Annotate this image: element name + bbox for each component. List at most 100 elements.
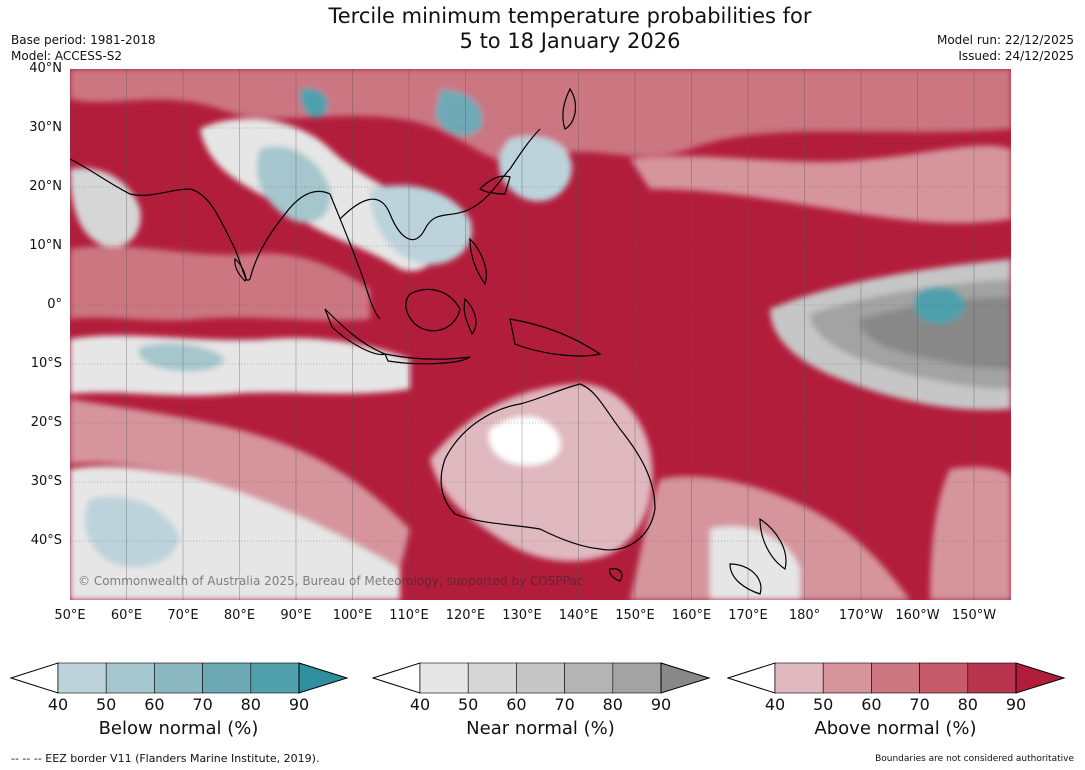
colorbar-min-extend: [372, 662, 421, 694]
colorbar-segment: [467, 662, 517, 694]
colorbar-tick-label: 80: [240, 695, 261, 714]
colorbar-segment: [919, 662, 969, 694]
base-period: Base period: 1981-2018: [11, 33, 156, 47]
longitude-label: 170°E: [728, 608, 768, 623]
north-pacific-above-zone: [630, 145, 1011, 224]
longitude-label: 170°W: [838, 608, 884, 623]
colorbar-tick-label: 40: [764, 695, 786, 714]
longitude-label: 160°W: [895, 608, 940, 623]
model-run: Model run: 22/12/2025: [936, 33, 1074, 47]
eez-border-note: -- -- -- EEZ border V11 (Flanders Marine…: [11, 752, 320, 765]
south-asia-coast: [70, 158, 331, 281]
title-line-1: Tercile minimum temperature probabilitie…: [328, 4, 812, 28]
longitude-label: 120°E: [445, 608, 486, 623]
map-title: Tercile minimum temperature probabilitie…: [270, 4, 870, 54]
colorbar-min-extend: [10, 662, 59, 694]
indian-ocean-above-zone: [70, 246, 370, 321]
indochina-below-zone: [370, 185, 472, 265]
latitude-label: 20°S: [30, 415, 62, 430]
colorbar-segment: [105, 662, 155, 694]
colorbar-segment: [202, 662, 252, 694]
colorbar-1: [372, 662, 711, 694]
south-indian-above-zone: [70, 399, 410, 569]
colorbar-max-extend: [298, 662, 349, 694]
longitude-label: 50°E: [54, 608, 86, 623]
colorbar-tick-label: 70: [192, 695, 213, 714]
tibet-below-zone: [299, 88, 329, 118]
longitude-label: 60°E: [110, 608, 143, 623]
longitude-label: 80°E: [223, 608, 256, 623]
nz-near-zone: [710, 526, 800, 600]
colorbar-segment: [564, 662, 614, 694]
longitude-label: 110°E: [389, 608, 429, 623]
colorbar-max-extend: [1015, 662, 1066, 694]
colorbar-segment: [57, 662, 107, 694]
title-line-2: 5 to 18 January 2026: [459, 29, 681, 53]
philippines-coast: [469, 237, 487, 286]
colorbar-segment: [516, 662, 565, 694]
colorbar-title: Above normal (%): [814, 718, 977, 739]
sri-lanka-coast: [234, 257, 247, 282]
coastlines: [70, 87, 787, 595]
copyright-notice: © Commonwealth of Australia 2025, Bureau…: [78, 574, 584, 588]
colorbar-tick-label: 40: [47, 695, 69, 714]
india-below-zone: [256, 146, 331, 223]
latitude-label: 0°: [47, 297, 62, 312]
pacific-below-zone: [914, 286, 965, 325]
south-indian-near-zone: [70, 466, 400, 600]
latitude-label: 10°N: [29, 238, 62, 253]
new-zealand-south: [729, 563, 762, 595]
longitude-label: 130°E: [502, 608, 542, 623]
colorbar-segment: [774, 662, 824, 694]
japan-coast: [562, 87, 577, 130]
colorbar-segment: [612, 662, 662, 694]
longitude-label: 150°E: [615, 608, 655, 623]
colorbar-tick-label: 50: [813, 695, 834, 714]
colorbar-tick-label: 60: [861, 695, 882, 714]
colorbar-tick-label: 70: [554, 695, 575, 714]
longitude-label: 90°E: [280, 608, 312, 623]
colorbar-tick-label: 80: [602, 695, 623, 714]
pacific-near-zone-inner: [859, 297, 1011, 369]
colorbar-segment: [419, 662, 469, 694]
meta-left: Base period: 1981-2018 Model: ACCESS-S2: [11, 32, 156, 64]
colorbar-2: [727, 662, 1066, 694]
colorbar-tick-label: 90: [1005, 695, 1027, 714]
south-indian-below-zone: [85, 496, 180, 568]
latitude-label: 40°S: [30, 533, 62, 548]
sulawesi-coast: [463, 297, 477, 336]
graticule: [70, 69, 1011, 600]
model-name: Model: ACCESS-S2: [11, 49, 123, 63]
colorbar-tick-label: 70: [909, 695, 930, 714]
longitude-label: 70°E: [167, 608, 199, 623]
borneo-coast: [405, 288, 461, 332]
colorbar-tick-label: 90: [650, 695, 672, 714]
map-panel: [70, 69, 1011, 600]
colorbar-tick-label: 60: [144, 695, 165, 714]
latitude-label: 30°S: [30, 474, 62, 489]
arabia-near-zone: [70, 168, 141, 248]
latitude-label: 40°N: [29, 61, 62, 76]
australia-above-zone: [430, 383, 653, 562]
colorbar-tick-label: 80: [957, 695, 978, 714]
longitude-label: 160°E: [671, 608, 712, 623]
myanmar-malay-coast: [329, 193, 381, 320]
australia-coast: [440, 383, 656, 551]
china-below-strong-zone: [435, 89, 483, 137]
taiwan-coast: [479, 175, 511, 195]
colorbar-segment: [967, 662, 1017, 694]
colorbar-0: [10, 662, 349, 694]
indian-ocean-below-zone: [138, 343, 225, 372]
colorbar-title: Near normal (%): [466, 718, 615, 739]
colorbar-segment: [154, 662, 203, 694]
colorbar-tick-label: 60: [506, 695, 527, 714]
australia-neutral-zone: [488, 416, 561, 466]
new-guinea-coast: [509, 318, 602, 357]
longitude-label: 140°E: [558, 608, 599, 623]
colorbar-segment: [871, 662, 920, 694]
latitude-label: 30°N: [29, 120, 62, 135]
java-coast: [383, 353, 471, 365]
south-pacific-east-zone: [930, 467, 1011, 600]
colorbar-max-extend: [660, 662, 711, 694]
latitude-label: 10°S: [30, 356, 62, 371]
